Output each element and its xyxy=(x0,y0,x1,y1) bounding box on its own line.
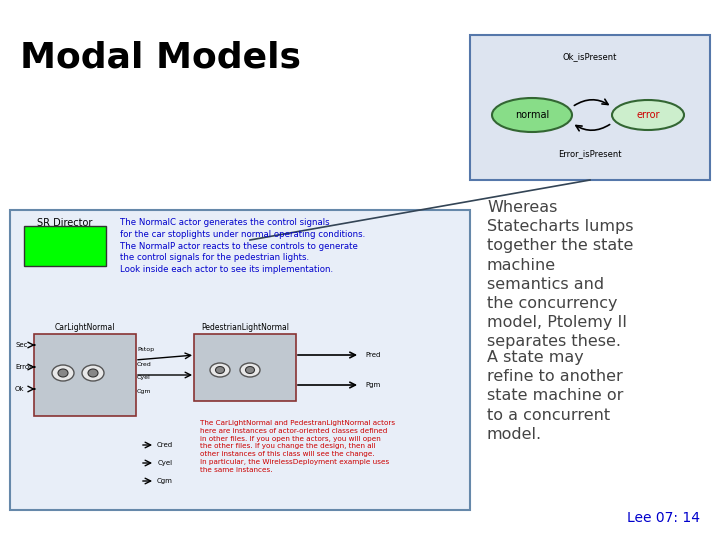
Ellipse shape xyxy=(88,369,98,377)
Text: Ok: Ok xyxy=(15,386,24,392)
Text: SR Director: SR Director xyxy=(37,218,93,228)
Text: Cgm: Cgm xyxy=(137,389,151,395)
Text: The CarLightNormal and PedestranLightNormal actors
here are instances of actor-o: The CarLightNormal and PedestranLightNor… xyxy=(200,420,395,472)
Ellipse shape xyxy=(492,98,572,132)
Text: Cgm: Cgm xyxy=(157,478,173,484)
Text: A state may
refine to another
state machine or
to a concurrent
model.: A state may refine to another state mach… xyxy=(487,350,624,442)
Text: normal: normal xyxy=(515,110,549,120)
Ellipse shape xyxy=(210,363,230,377)
Text: PedestrianLightNormal: PedestrianLightNormal xyxy=(201,323,289,332)
Text: Cred: Cred xyxy=(137,361,152,367)
Text: Cyel: Cyel xyxy=(158,460,173,466)
Ellipse shape xyxy=(215,367,225,374)
Text: Ok_isPresent: Ok_isPresent xyxy=(563,52,617,61)
Ellipse shape xyxy=(246,367,254,374)
Text: Lee 07: 14: Lee 07: 14 xyxy=(627,511,700,525)
Text: Error_isPresent: Error_isPresent xyxy=(558,149,622,158)
Text: CarLightNormal: CarLightNormal xyxy=(55,323,115,332)
Text: error: error xyxy=(636,110,660,120)
Ellipse shape xyxy=(82,365,104,381)
Ellipse shape xyxy=(52,365,74,381)
Text: Pred: Pred xyxy=(365,352,380,358)
FancyBboxPatch shape xyxy=(470,35,710,180)
Text: Pstop: Pstop xyxy=(137,348,154,353)
Text: Modal Models: Modal Models xyxy=(20,40,301,74)
Text: Cred: Cred xyxy=(157,442,173,448)
Text: Sec: Sec xyxy=(15,342,27,348)
Text: The NormalC actor generates the control signals
for the car stoplights under nor: The NormalC actor generates the control … xyxy=(120,218,365,274)
Text: Whereas
Statecharts lumps
together the state
machine
semantics and
the concurren: Whereas Statecharts lumps together the s… xyxy=(487,200,634,349)
FancyBboxPatch shape xyxy=(10,210,470,510)
FancyBboxPatch shape xyxy=(24,226,106,266)
FancyBboxPatch shape xyxy=(34,334,136,416)
Text: Cyel: Cyel xyxy=(137,375,150,381)
Ellipse shape xyxy=(58,369,68,377)
Text: Error: Error xyxy=(15,364,32,370)
Text: Pgm: Pgm xyxy=(365,382,380,388)
FancyBboxPatch shape xyxy=(194,334,296,401)
Ellipse shape xyxy=(240,363,260,377)
Ellipse shape xyxy=(612,100,684,130)
